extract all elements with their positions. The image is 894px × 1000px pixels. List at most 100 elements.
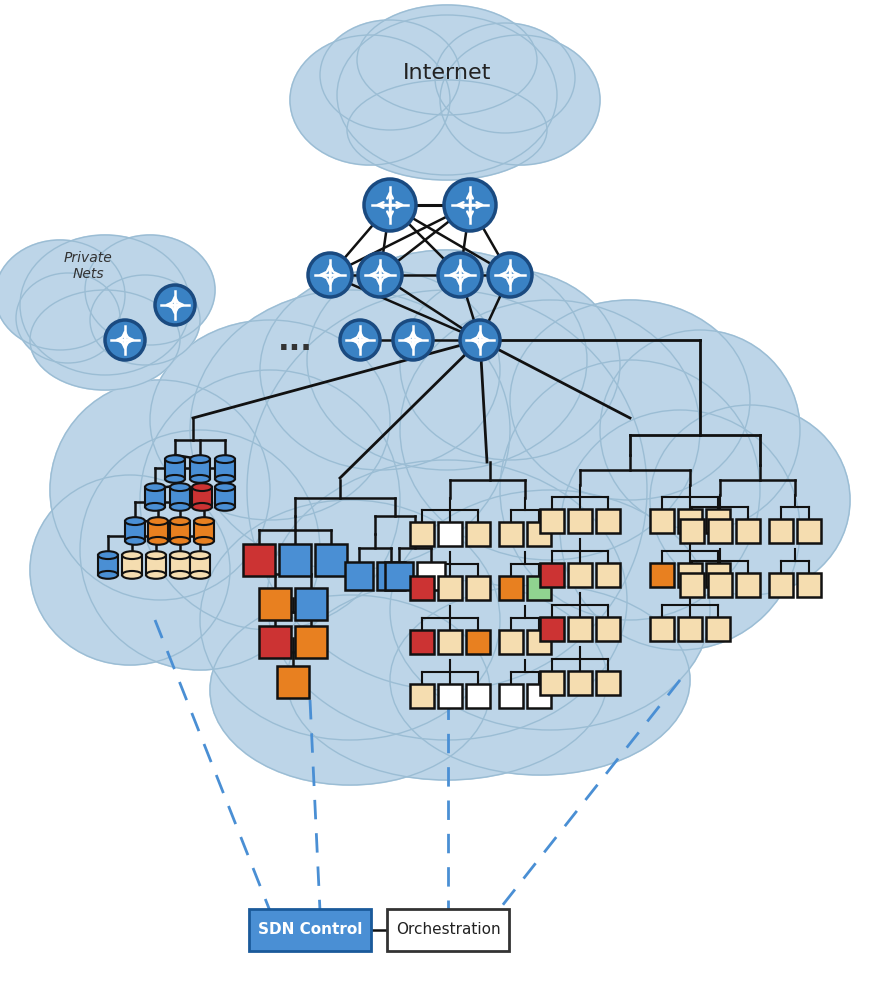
FancyBboxPatch shape	[387, 909, 509, 951]
Bar	[797, 519, 821, 543]
Bar	[259, 588, 291, 620]
Ellipse shape	[85, 235, 215, 345]
Bar	[736, 519, 760, 543]
FancyBboxPatch shape	[249, 909, 371, 951]
Text: Private
Nets: Private Nets	[63, 251, 113, 281]
Ellipse shape	[215, 483, 235, 491]
Bar	[540, 617, 564, 641]
Bar	[466, 630, 490, 654]
Ellipse shape	[390, 490, 710, 730]
Ellipse shape	[80, 430, 320, 670]
Ellipse shape	[400, 270, 620, 460]
Ellipse shape	[170, 517, 190, 525]
Circle shape	[444, 179, 496, 231]
Ellipse shape	[210, 595, 490, 785]
Ellipse shape	[500, 360, 760, 620]
Ellipse shape	[145, 503, 165, 511]
Ellipse shape	[357, 5, 537, 115]
Bar	[194, 521, 214, 541]
Bar	[499, 684, 523, 708]
Bar	[295, 588, 327, 620]
Ellipse shape	[560, 410, 800, 650]
Text: Orchestration: Orchestration	[396, 922, 501, 938]
Ellipse shape	[400, 300, 700, 560]
Ellipse shape	[165, 455, 185, 463]
Bar	[650, 563, 674, 587]
Circle shape	[358, 253, 402, 297]
Bar	[499, 630, 523, 654]
Bar	[568, 509, 592, 533]
Bar	[170, 555, 190, 575]
Ellipse shape	[390, 585, 690, 775]
Ellipse shape	[215, 455, 235, 463]
Bar	[527, 522, 551, 546]
Bar	[499, 576, 523, 600]
Bar	[708, 519, 732, 543]
Ellipse shape	[146, 571, 166, 579]
Bar	[499, 522, 523, 546]
Ellipse shape	[290, 35, 450, 165]
Bar	[706, 563, 730, 587]
Ellipse shape	[215, 475, 235, 483]
Ellipse shape	[190, 571, 210, 579]
Bar	[215, 459, 235, 479]
Bar	[678, 563, 702, 587]
Ellipse shape	[190, 290, 510, 570]
Bar	[650, 509, 674, 533]
Ellipse shape	[148, 537, 168, 545]
Circle shape	[393, 320, 433, 360]
Bar	[466, 522, 490, 546]
Ellipse shape	[200, 500, 500, 740]
Bar	[192, 487, 212, 507]
Ellipse shape	[600, 330, 800, 530]
Bar	[122, 555, 142, 575]
Ellipse shape	[170, 571, 190, 579]
Bar	[678, 509, 702, 533]
Ellipse shape	[98, 571, 118, 579]
Ellipse shape	[140, 370, 400, 630]
Bar	[769, 519, 793, 543]
Bar	[277, 666, 309, 698]
Ellipse shape	[190, 475, 210, 483]
Bar	[680, 519, 704, 543]
Bar	[527, 684, 551, 708]
Bar	[596, 671, 620, 695]
Ellipse shape	[122, 551, 142, 559]
Bar	[466, 684, 490, 708]
Bar	[438, 576, 462, 600]
Ellipse shape	[307, 250, 587, 470]
Bar	[706, 509, 730, 533]
Bar	[410, 630, 434, 654]
Ellipse shape	[150, 320, 390, 520]
Bar	[438, 630, 462, 654]
Ellipse shape	[190, 551, 210, 559]
Bar	[190, 459, 210, 479]
Bar	[125, 521, 145, 541]
Bar	[438, 684, 462, 708]
Bar	[568, 563, 592, 587]
Circle shape	[105, 320, 145, 360]
Bar	[170, 487, 190, 507]
Bar	[466, 576, 490, 600]
Circle shape	[308, 253, 352, 297]
Circle shape	[364, 179, 416, 231]
Circle shape	[438, 253, 482, 297]
Bar	[417, 562, 445, 590]
Ellipse shape	[122, 571, 142, 579]
Ellipse shape	[435, 23, 575, 133]
Ellipse shape	[30, 290, 180, 390]
Bar	[170, 521, 190, 541]
Ellipse shape	[125, 517, 145, 525]
Bar	[596, 563, 620, 587]
Ellipse shape	[510, 300, 750, 500]
Bar	[568, 671, 592, 695]
Bar	[568, 617, 592, 641]
Text: ...: ...	[277, 328, 312, 357]
Ellipse shape	[148, 517, 168, 525]
Bar	[650, 617, 674, 641]
Bar	[215, 487, 235, 507]
Bar	[540, 671, 564, 695]
Bar	[678, 617, 702, 641]
Ellipse shape	[98, 551, 118, 559]
Bar	[259, 626, 291, 658]
